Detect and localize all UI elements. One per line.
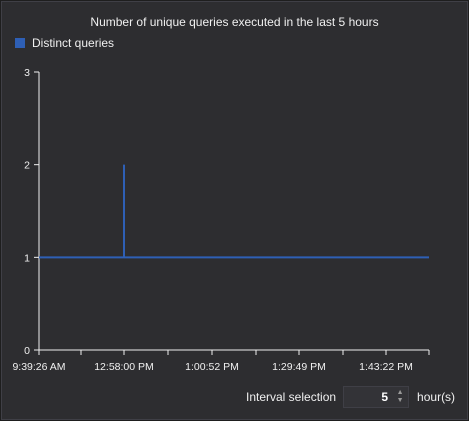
legend: Distinct queries bbox=[15, 36, 114, 50]
interval-value[interactable]: 5 bbox=[381, 389, 389, 404]
interval-selection: Interval selection 5 ▲ ▼ hour(s) bbox=[246, 384, 455, 409]
legend-label: Distinct queries bbox=[32, 36, 115, 50]
legend-swatch bbox=[15, 38, 25, 48]
x-tick-label: 1:00:52 PM bbox=[185, 361, 239, 373]
x-tick-label: 1:43:22 PM bbox=[359, 361, 413, 373]
x-tick-label: 1:29:49 PM bbox=[272, 361, 326, 373]
interval-label: Interval selection bbox=[246, 389, 337, 404]
chart-title: Number of unique queries executed in the… bbox=[90, 15, 379, 29]
stepper-arrows: ▲ ▼ bbox=[394, 389, 406, 405]
y-tick-label: 3 bbox=[24, 67, 30, 79]
interval-stepper[interactable]: 5 ▲ ▼ bbox=[343, 385, 410, 408]
y-tick-label: 2 bbox=[24, 160, 30, 172]
caret-up-icon[interactable]: ▲ bbox=[396, 388, 404, 396]
x-tick-label: 9:39:26 AM bbox=[12, 361, 65, 373]
y-tick-label: 0 bbox=[24, 345, 30, 357]
x-tick-label: 12:58:00 PM bbox=[94, 361, 154, 373]
y-tick-label: 1 bbox=[24, 252, 30, 264]
series-line-distinct-queries bbox=[39, 164, 429, 259]
interval-unit-label: hour(s) bbox=[417, 389, 456, 404]
caret-down-icon[interactable]: ▼ bbox=[396, 396, 404, 404]
